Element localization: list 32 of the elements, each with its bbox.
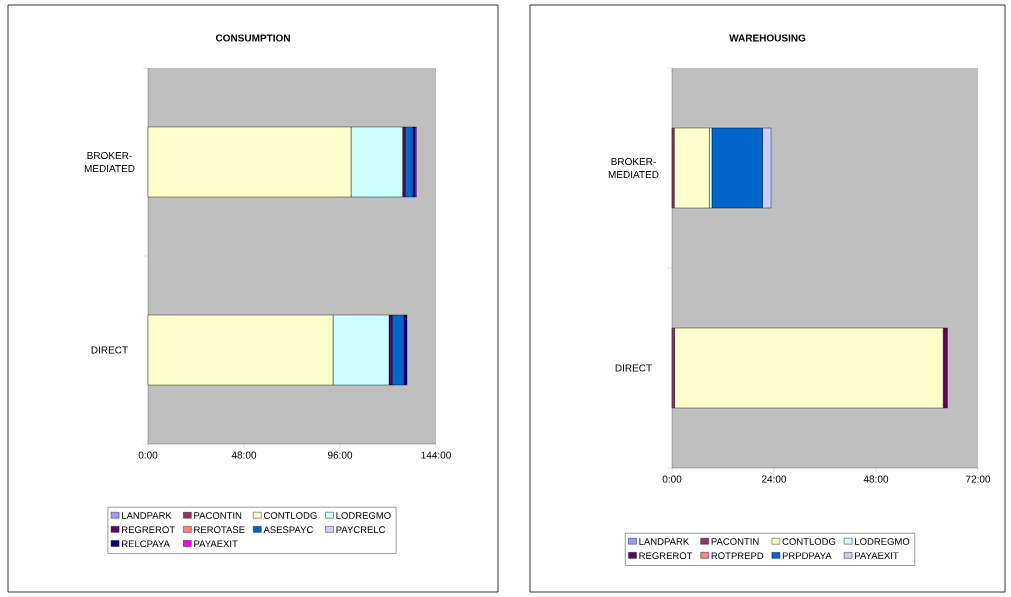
- legend-label: LODREGMO: [336, 512, 391, 519]
- legend-label: LODREGMO: [855, 538, 910, 545]
- legend-label: PAYAEXIT: [194, 540, 238, 548]
- x-tick-label: 144:00: [421, 451, 451, 459]
- chart-title: CONSUMPTION: [215, 34, 290, 42]
- x-tick-label: 48:00: [231, 451, 257, 459]
- legend-label: CONTLODG: [263, 512, 317, 519]
- y-tick-label: DIRECT: [615, 364, 652, 372]
- x-tick-label: 72:00: [966, 475, 991, 483]
- legend-label: PRPDPAYA: [782, 552, 832, 559]
- x-tick-label: 48:00: [863, 475, 889, 483]
- y-tick-label: BROKER-MEDIATED: [608, 158, 659, 178]
- legend-label: PACONTIN: [711, 538, 759, 545]
- legend-label: REGREROT: [122, 526, 175, 534]
- legend-label: ASESPAYC: [263, 526, 313, 534]
- legend-label: PAYAEXIT: [855, 552, 899, 559]
- x-tick-label: 0:00: [138, 451, 158, 459]
- legend-label: ROTPREPD: [711, 552, 764, 560]
- x-tick-label: 96:00: [327, 451, 353, 459]
- y-tick-label: BROKER-MEDIATED: [84, 152, 135, 172]
- x-tick-label: 24:00: [762, 475, 787, 483]
- legend-label: REGREROT: [639, 552, 693, 560]
- legend-label: REROTASE: [194, 526, 245, 534]
- y-tick-label: DIRECT: [91, 346, 128, 354]
- chart-title: WAREHOUSING: [729, 34, 806, 42]
- legend-label: CONTLODG: [782, 538, 836, 545]
- legend-label: RELCPAYA: [122, 540, 170, 548]
- legend-label: LANDPARK: [639, 538, 690, 545]
- legend-label: LANDPARK: [122, 512, 172, 519]
- legend-label: PACONTIN: [194, 512, 242, 519]
- x-tick-label: 0:00: [662, 475, 682, 483]
- legend-label: PAYCRELC: [336, 526, 386, 534]
